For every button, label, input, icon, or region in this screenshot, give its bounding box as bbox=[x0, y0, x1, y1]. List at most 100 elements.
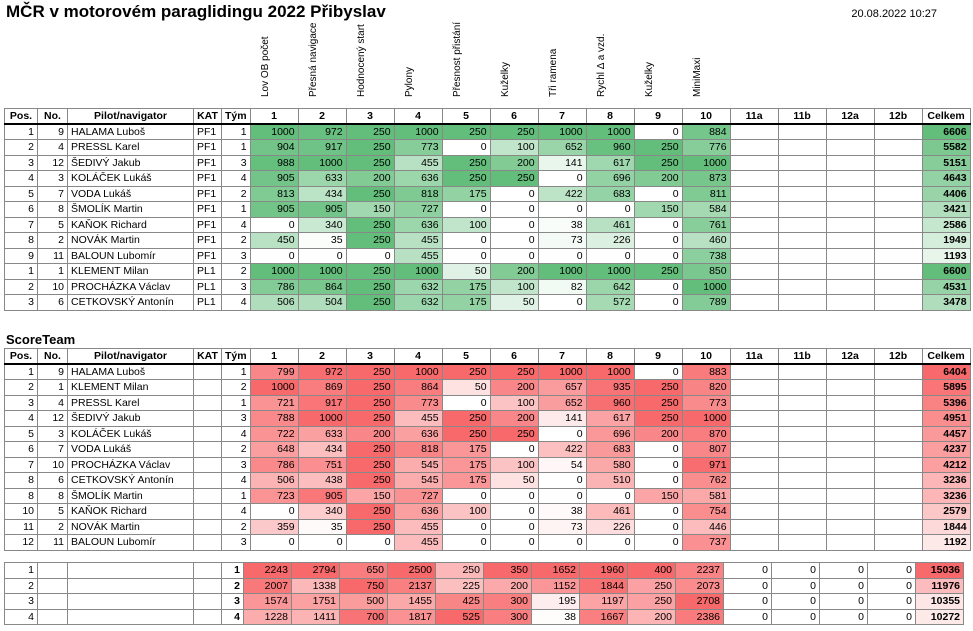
individual-col-header[interactable]: KAT bbox=[193, 108, 222, 125]
scoreteam-col-header[interactable]: 2 bbox=[297, 348, 347, 365]
table-row[interactable]: 3 4 PRESSL Karel 1 721 917 250 773 0 100 652 960 250… bbox=[4, 394, 971, 411]
team-total-row[interactable]: 4 4 1228 1411 700 1817 525 300 38 1667 200 2386 0 0 0 0… bbox=[4, 608, 964, 625]
table-row[interactable]: 3 12 ŠEDIVÝ Jakub PF1 3 988 1000 250 455 250 200 14… bbox=[4, 154, 971, 171]
table-row[interactable]: 2 1 KLEMENT Milan 2 1000 869 250 864 50 200 657 935… bbox=[4, 379, 971, 396]
score-cell: 773 bbox=[681, 394, 731, 411]
empty-cell bbox=[193, 562, 222, 579]
empty-score-cell bbox=[777, 232, 827, 249]
individual-col-header[interactable]: 11a bbox=[729, 108, 779, 125]
scoreteam-col-header[interactable]: 7 bbox=[537, 348, 587, 365]
number-cell: 4 bbox=[37, 394, 68, 411]
scoreteam-col-header[interactable]: 1 bbox=[249, 348, 299, 365]
individual-col-header[interactable]: 1 bbox=[249, 108, 299, 125]
individual-col-header[interactable]: Pos. bbox=[4, 108, 38, 125]
scoreteam-col-header[interactable]: 8 bbox=[585, 348, 635, 365]
table-row[interactable]: 4 3 KOLÁČEK Lukáš PF1 4 905 633 200 636 250 250 0 69… bbox=[4, 170, 971, 187]
table-row[interactable]: 4 12 ŠEDIVÝ Jakub 3 788 1000 250 455 250 200 141 61… bbox=[4, 410, 971, 427]
scoreteam-col-header[interactable]: 12a bbox=[825, 348, 875, 365]
total-cell: 10355 bbox=[915, 593, 964, 610]
scoreteam-col-header[interactable]: Celkem bbox=[921, 348, 971, 365]
individual-col-header[interactable]: 5 bbox=[441, 108, 491, 125]
table-row[interactable]: 3 6 CETKOVSKÝ Antonín PL1 4 506 504 250 632 175 50… bbox=[4, 294, 971, 311]
score-cell: 250 bbox=[489, 170, 539, 187]
score-cell: 0 bbox=[441, 534, 491, 551]
scoreteam-col-header[interactable]: Pilot/navigator bbox=[67, 348, 194, 365]
pilot-name-cell: PRESSL Karel bbox=[67, 139, 194, 156]
table-row[interactable]: 7 5 KAŇOK Richard PF1 4 0 340 250 636 100 0 38 461 0 7… bbox=[4, 216, 971, 233]
individual-col-header[interactable]: 12a bbox=[825, 108, 875, 125]
team-total-row[interactable]: 3 3 1574 1751 500 1455 425 300 195 1197 250 2708 0 0 0… bbox=[4, 593, 964, 610]
scoreteam-col-header[interactable]: 9 bbox=[633, 348, 683, 365]
score-cell: 617 bbox=[585, 410, 635, 427]
scoreteam-col-header[interactable]: 11b bbox=[777, 348, 827, 365]
team-total-row[interactable]: 1 1 2243 2794 650 2500 250 350 1652 1960 400 2237 0 0… bbox=[4, 562, 964, 579]
team-total-row[interactable]: 2 2 2007 1338 750 2137 225 200 1152 1844 250 2073 0 0… bbox=[4, 577, 964, 594]
table-row[interactable]: 11 2 NOVÁK Martin 2 359 35 250 455 0 0 73 226 0 446 18… bbox=[4, 518, 971, 535]
scoreteam-col-header[interactable]: 4 bbox=[393, 348, 443, 365]
individual-col-header[interactable]: 3 bbox=[345, 108, 395, 125]
total-cell: 10272 bbox=[915, 608, 964, 625]
table-row[interactable]: 2 4 PRESSL Karel PF1 1 904 917 250 773 0 100 652 960… bbox=[4, 139, 971, 156]
empty-score-cell bbox=[729, 216, 779, 233]
individual-col-header[interactable]: 11b bbox=[777, 108, 827, 125]
position-cell: 2 bbox=[4, 379, 38, 396]
table-row[interactable]: 9 11 BALOUN Lubomír PF1 3 0 0 0 455 0 0 0 0 0 738 1193 bbox=[4, 247, 971, 264]
individual-col-header[interactable]: 9 bbox=[633, 108, 683, 125]
table-row[interactable]: 1 1 KLEMENT Milan PL1 2 1000 1000 250 1000 50 200 1… bbox=[4, 263, 971, 280]
number-cell: 12 bbox=[37, 410, 68, 427]
table-row[interactable]: 12 11 BALOUN Lubomír 3 0 0 0 455 0 0 0 0 0 737 1192 bbox=[4, 534, 971, 551]
score-cell: 683 bbox=[585, 441, 635, 458]
scoreteam-col-header[interactable]: 6 bbox=[489, 348, 539, 365]
scoreteam-col-header[interactable]: 5 bbox=[441, 348, 491, 365]
scoreteam-col-header[interactable]: Tým bbox=[221, 348, 251, 365]
individual-col-header[interactable]: 10 bbox=[681, 108, 731, 125]
position-cell: 6 bbox=[4, 201, 38, 218]
score-cell: 971 bbox=[681, 456, 731, 473]
score-cell: 0 bbox=[489, 247, 539, 264]
individual-col-header[interactable]: No. bbox=[37, 108, 68, 125]
individual-col-header[interactable]: 7 bbox=[537, 108, 587, 125]
empty-score-cell bbox=[873, 518, 923, 535]
score-cell: 751 bbox=[297, 456, 347, 473]
extra-score-cell: 0 bbox=[819, 608, 868, 625]
scoreteam-col-header[interactable]: 11a bbox=[729, 348, 779, 365]
scoreteam-col-header[interactable]: 10 bbox=[681, 348, 731, 365]
table-row[interactable]: 10 5 KAŇOK Richard 4 0 340 250 636 100 0 38 461 0 754… bbox=[4, 503, 971, 520]
individual-col-header[interactable]: 8 bbox=[585, 108, 635, 125]
extra-score-cell: 0 bbox=[819, 593, 868, 610]
score-cell: 2237 bbox=[675, 562, 724, 579]
table-row[interactable]: 8 6 CETKOVSKÝ Antonín 4 506 438 250 545 175 50 0 51… bbox=[4, 472, 971, 489]
pilot-name-cell: VODA Lukáš bbox=[67, 441, 194, 458]
scoreteam-col-header[interactable]: No. bbox=[37, 348, 68, 365]
empty-score-cell bbox=[729, 139, 779, 156]
table-row[interactable]: 8 2 NOVÁK Martin PF1 2 450 35 250 455 0 0 73 226 0 460… bbox=[4, 232, 971, 249]
table-row[interactable]: 1 9 HALAMA Luboš PF1 1 1000 972 250 1000 250 250 10… bbox=[4, 123, 971, 140]
scoreteam-col-header[interactable]: Pos. bbox=[4, 348, 38, 365]
table-row[interactable]: 5 3 KOLÁČEK Lukáš 4 722 633 200 636 250 250 0 696 20… bbox=[4, 425, 971, 442]
empty-score-cell bbox=[825, 363, 875, 380]
table-row[interactable]: 8 8 ŠMOLÍK Martin 1 723 905 150 727 0 0 0 0 150 581 32… bbox=[4, 487, 971, 504]
scoreteam-col-header[interactable]: 3 bbox=[345, 348, 395, 365]
score-cell: 0 bbox=[585, 487, 635, 504]
score-cell: 773 bbox=[393, 394, 443, 411]
scoreteam-col-header[interactable]: 12b bbox=[873, 348, 923, 365]
individual-col-header[interactable]: Tým bbox=[221, 108, 251, 125]
individual-col-header[interactable]: 12b bbox=[873, 108, 923, 125]
table-row[interactable]: 1 9 HALAMA Luboš 1 799 972 250 1000 250 250 1000 10… bbox=[4, 363, 971, 380]
individual-col-header[interactable]: Pilot/navigator bbox=[67, 108, 194, 125]
scoreteam-col-header[interactable]: KAT bbox=[193, 348, 222, 365]
total-cell: 4406 bbox=[921, 185, 971, 202]
table-row[interactable]: 5 7 VODA Lukáš PF1 2 813 434 250 818 175 0 422 683 0 8… bbox=[4, 185, 971, 202]
score-cell: 175 bbox=[441, 278, 491, 295]
team-cell: 4 bbox=[221, 503, 251, 520]
score-cell: 722 bbox=[249, 425, 299, 442]
table-row[interactable]: 2 10 PROCHÁZKA Václav PL1 3 786 864 250 632 175 10… bbox=[4, 278, 971, 295]
category-cell bbox=[193, 441, 222, 458]
table-row[interactable]: 7 10 PROCHÁZKA Václav 3 786 751 250 545 175 100 54… bbox=[4, 456, 971, 473]
table-row[interactable]: 6 8 ŠMOLÍK Martin PF1 1 905 905 150 727 0 0 0 0 150 58… bbox=[4, 201, 971, 218]
table-row[interactable]: 6 7 VODA Lukáš 2 648 434 250 818 175 0 422 683 0 807 4… bbox=[4, 441, 971, 458]
individual-col-header[interactable]: Celkem bbox=[921, 108, 971, 125]
individual-col-header[interactable]: 2 bbox=[297, 108, 347, 125]
individual-col-header[interactable]: 6 bbox=[489, 108, 539, 125]
individual-col-header[interactable]: 4 bbox=[393, 108, 443, 125]
